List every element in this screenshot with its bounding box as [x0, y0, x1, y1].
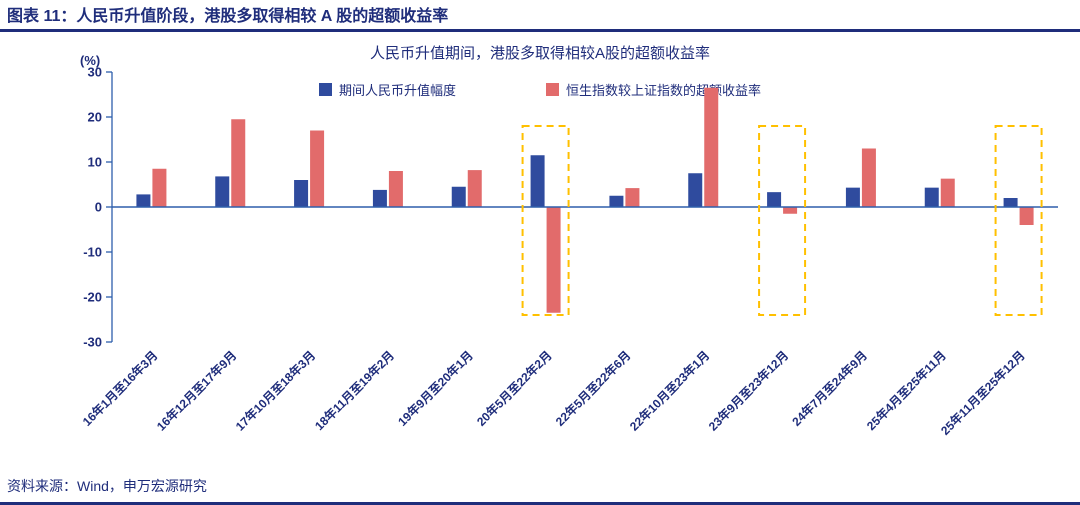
- x-axis-label: 19年9月至20年1月: [395, 348, 476, 429]
- bar-cny-appreciation: [372, 189, 387, 207]
- bar-cny-appreciation: [688, 173, 703, 207]
- x-axis-label: 23年9月至23年12月: [705, 348, 791, 434]
- bar-excess-return: [388, 171, 403, 207]
- legend-item-cny-appreciation: 期间人民币升值幅度: [318, 80, 456, 99]
- bar-excess-return: [783, 207, 798, 214]
- bar-chart: 3020100-10-20-3016年1月至16年3月16年12月至17年9月1…: [79, 65, 1058, 438]
- source-note: 资料来源：Wind，申万宏源研究: [7, 478, 207, 494]
- legend-swatch-blue: [318, 83, 332, 96]
- bar-cny-appreciation: [530, 155, 545, 207]
- bar-cny-appreciation: [609, 195, 624, 207]
- bar-excess-return: [467, 170, 482, 207]
- bar-excess-return: [625, 188, 640, 207]
- x-axis-label: 18年11月至19年2月: [311, 348, 397, 434]
- x-axis-label: 24年7月至24年9月: [789, 348, 870, 429]
- x-axis-label: 22年5月至22年6月: [552, 348, 633, 429]
- figure-header: 图表 11：人民币升值阶段，港股多取得相较 A 股的超额收益率: [0, 4, 1080, 28]
- legend-swatch-red: [546, 83, 559, 96]
- bar-excess-return: [1019, 207, 1034, 225]
- footer-divider: [0, 502, 1080, 505]
- y-tick-label: -30: [83, 335, 102, 350]
- y-tick-label: -10: [83, 245, 102, 260]
- bar-cny-appreciation: [294, 180, 309, 207]
- x-axis-label: 16年1月至16年3月: [79, 348, 160, 429]
- bar-cny-appreciation: [767, 192, 782, 207]
- y-tick-label: 10: [88, 155, 102, 170]
- legend-label-cny-appreciation: 期间人民币升值幅度: [338, 83, 456, 98]
- bar-excess-return: [546, 207, 561, 313]
- bar-excess-return: [704, 87, 719, 207]
- y-tick-label: -20: [83, 290, 102, 305]
- highlight-box: [994, 125, 1043, 316]
- x-axis-label: 22年10月至23年1月: [626, 348, 712, 434]
- x-axis-label: 25年4月至25年11月: [863, 348, 949, 434]
- highlight-box: [758, 125, 807, 316]
- x-axis-label: 16年12月至17年9月: [153, 348, 239, 434]
- y-tick-label: 0: [95, 200, 102, 215]
- bar-cny-appreciation: [1003, 198, 1018, 207]
- highlight-box: [521, 125, 570, 316]
- chart-title: 人民币升值期间，港股多取得相较A股的超额收益率: [369, 45, 710, 62]
- header-divider: [0, 29, 1080, 32]
- bar-excess-return: [861, 148, 876, 207]
- bar-cny-appreciation: [924, 187, 939, 207]
- y-tick-label: 30: [88, 65, 102, 80]
- bar-excess-return: [940, 178, 955, 207]
- x-axis-label: 25年11月至25年12月: [937, 348, 1027, 438]
- y-axis-unit-label: (%): [80, 53, 101, 68]
- figure-title: 图表 11：人民币升值阶段，港股多取得相较 A 股的超额收益率: [7, 8, 449, 25]
- bar-excess-return: [310, 130, 325, 207]
- bar-cny-appreciation: [451, 186, 466, 207]
- bar-cny-appreciation: [136, 194, 151, 207]
- x-axis-label: 17年10月至18年3月: [232, 348, 318, 434]
- bar-cny-appreciation: [845, 187, 860, 207]
- bar-excess-return: [152, 168, 167, 207]
- y-tick-label: 20: [88, 110, 102, 125]
- bar-cny-appreciation: [215, 176, 230, 207]
- bar-excess-return: [231, 119, 246, 207]
- x-axis-label: 20年5月至22年2月: [473, 348, 554, 429]
